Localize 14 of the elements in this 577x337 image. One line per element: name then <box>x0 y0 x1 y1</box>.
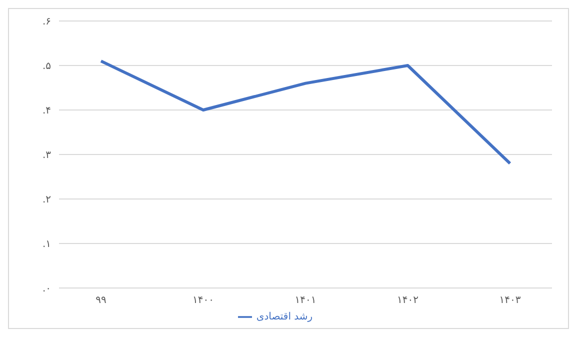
y-tick-label: .۴ <box>42 106 51 117</box>
x-tick-label: ۱۴۰۱ <box>294 295 316 306</box>
x-tick-label: ۱۴۰۳ <box>499 295 522 306</box>
x-tick-label: ۱۴۰۰ <box>192 295 214 306</box>
y-tick-label: .۳ <box>42 150 52 162</box>
x-tick-label: ۹۹ <box>96 295 106 306</box>
legend-label: رشد اقتصادی <box>256 312 313 323</box>
y-tick-label: .۵ <box>42 61 51 72</box>
y-tick-label: .۶ <box>42 16 51 28</box>
y-tick-label: .۰ <box>42 284 51 295</box>
line-series <box>100 60 512 165</box>
x-tick-label: ۱۴۰۲ <box>397 295 418 306</box>
y-tick-label: .۱ <box>42 239 51 250</box>
y-tick-label: .۲ <box>42 194 51 206</box>
